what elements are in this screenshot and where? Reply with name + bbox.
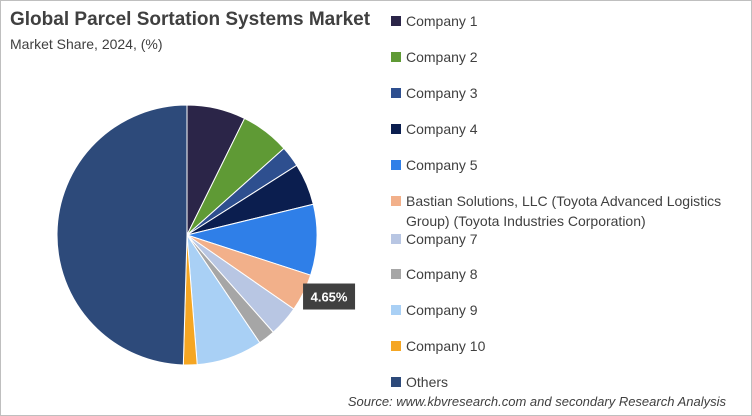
legend-item-2: Company 2 xyxy=(391,47,736,67)
legend-swatch xyxy=(391,341,401,351)
legend-swatch xyxy=(391,160,401,170)
legend-item-7: Company 7 xyxy=(391,229,736,249)
legend-item-11: Others xyxy=(391,372,736,392)
legend-label: Company 9 xyxy=(406,302,478,318)
legend-swatch xyxy=(391,124,401,134)
legend-item-1: Company 1 xyxy=(391,11,736,31)
legend-swatch xyxy=(391,88,401,98)
data-label-text: 4.65% xyxy=(311,290,348,305)
source-note: Source: www.kbvresearch.com and secondar… xyxy=(347,394,726,409)
legend-swatch xyxy=(391,377,401,387)
legend-label: Company 4 xyxy=(406,121,478,137)
legend-item-3: Company 3 xyxy=(391,83,736,103)
legend-label: Company 2 xyxy=(406,49,478,65)
legend-item-5: Company 5 xyxy=(391,155,736,175)
legend-swatch xyxy=(391,52,401,62)
data-label-box xyxy=(303,283,356,310)
legend-label: Company 5 xyxy=(406,157,478,173)
legend-item-6: Bastian Solutions, LLC (Toyota Advanced … xyxy=(391,191,736,231)
data-label-6: 4.65% xyxy=(303,283,356,310)
chart-subtitle: Market Share, 2024, (%) xyxy=(10,36,163,52)
legend-swatch xyxy=(391,305,401,315)
legend-label: Company 8 xyxy=(406,266,478,282)
legend-label: Company 3 xyxy=(406,85,478,101)
legend-swatch xyxy=(391,196,401,206)
pie-slice-11 xyxy=(56,104,188,366)
legend-item-9: Company 9 xyxy=(391,300,736,320)
legend-label: Company 7 xyxy=(406,231,478,247)
legend-swatch xyxy=(391,234,401,244)
legend-swatch xyxy=(391,16,401,26)
legend-item-8: Company 8 xyxy=(391,264,736,284)
legend-swatch xyxy=(391,269,401,279)
chart-title: Global Parcel Sortation Systems Market xyxy=(10,9,371,30)
legend-label: Company 10 xyxy=(406,338,486,354)
legend-label: Bastian Solutions, LLC (Toyota Advanced … xyxy=(406,193,722,229)
legend-item-10: Company 10 xyxy=(391,336,736,356)
legend-label: Others xyxy=(406,374,449,390)
legend-item-4: Company 4 xyxy=(391,119,736,139)
legend-label: Company 1 xyxy=(406,13,478,29)
